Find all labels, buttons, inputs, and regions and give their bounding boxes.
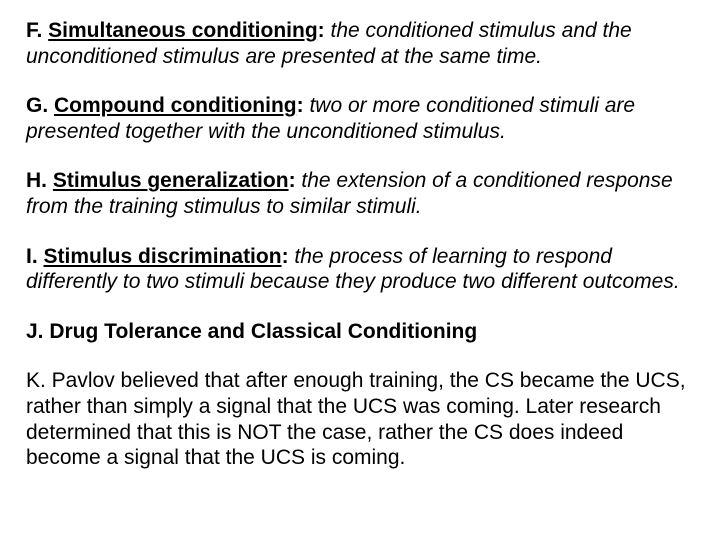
- entry-g-colon: :: [297, 94, 304, 117]
- entry-h-lead: H.: [26, 169, 53, 192]
- entry-i-lead: I.: [26, 245, 44, 268]
- entry-f-term: Simultaneous conditioning: [48, 19, 318, 42]
- entry-h-term: Stimulus generalization: [53, 169, 289, 192]
- entry-h: H. Stimulus generalization: the extensio…: [26, 168, 694, 219]
- entry-j: J. Drug Tolerance and Classical Conditio…: [26, 319, 694, 345]
- entry-g-term: Compound conditioning: [54, 94, 297, 117]
- entry-j-heading: J. Drug Tolerance and Classical Conditio…: [26, 320, 477, 343]
- entry-k-text: K. Pavlov believed that after enough tra…: [26, 369, 686, 469]
- entry-i-term: Stimulus discrimination: [44, 245, 282, 268]
- entry-i-colon: :: [282, 245, 289, 268]
- entry-k: K. Pavlov believed that after enough tra…: [26, 368, 694, 470]
- entry-g-lead: G.: [26, 94, 54, 117]
- entry-i: I. Stimulus discrimination: the process …: [26, 244, 694, 295]
- entry-f-lead: F.: [26, 19, 48, 42]
- entry-f: F. Simultaneous conditioning: the condit…: [26, 18, 694, 69]
- entry-f-colon: :: [318, 19, 325, 42]
- entry-g: G. Compound conditioning: two or more co…: [26, 93, 694, 144]
- entry-h-colon: :: [289, 169, 296, 192]
- document-page: F. Simultaneous conditioning: the condit…: [0, 0, 720, 540]
